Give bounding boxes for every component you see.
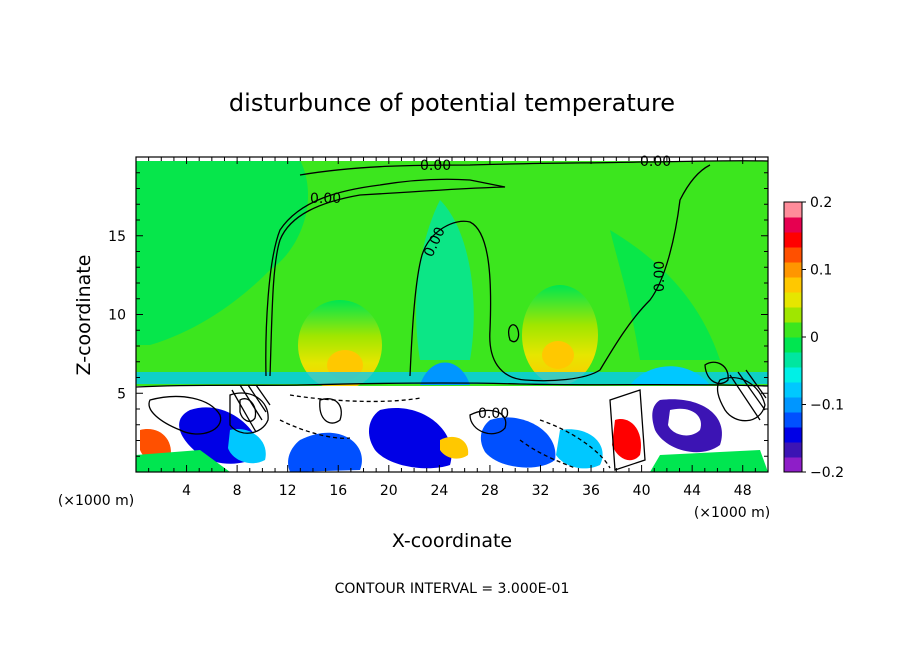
x-unit-label: (×1000 m) [58,493,134,509]
x-tick-label: 24 [430,483,448,499]
contour-blob-8 [609,389,646,471]
contour-dashed-2 [539,419,611,469]
y-axis: 5 10 15 [108,172,768,457]
blob-purple-right [668,408,701,436]
contour-label: 0.00 [420,158,451,174]
contour-blob-2 [229,392,269,434]
contour-layer [136,382,768,388]
contour-blob-1 [148,395,222,435]
colorbar-tick-label: 0.2 [810,195,832,211]
y-unit-label: (×1000 m) [694,505,770,521]
x-axis: 4 8 12 16 20 24 28 32 36 40 44 48 [148,157,756,499]
colorbar-segment [784,292,802,308]
x-axis-label: X-coordinate [392,530,512,552]
colorbar-tick-label: 0 [810,330,819,346]
x-tick-label: 20 [380,483,398,499]
y-tick-label: 15 [108,229,126,245]
x-tick-label: 44 [683,483,701,499]
transition-bump-right [630,366,710,385]
contour-small-1 [508,324,520,343]
contour-label: 0.00 [310,191,341,207]
colorbar-segment [784,427,802,443]
colorbar-tick-label: −0.2 [810,465,844,481]
contour-lines [136,160,768,471]
colorbar-segment [784,217,802,233]
contour-label: 0.00 [640,154,671,170]
warm-core-right [522,285,598,385]
x-tick-label: 28 [481,483,499,499]
contour-blob-4 [319,398,342,424]
colorbar-segment [784,232,802,248]
colorbar-segment [784,352,802,368]
colorbar-segment [784,322,802,338]
contour-zero-mid [409,164,711,382]
contour-blob-5 [469,409,507,435]
plot-area [136,157,768,472]
colorbar-segment [784,367,802,383]
blob-blue-2 [288,432,362,472]
colorbar: 0.2 0.1 0 −0.1 −0.2 [783,195,844,481]
y-axis-label: Z-coordinate [73,255,95,376]
x-tick-label: 36 [582,483,600,499]
blob-red-2 [440,436,469,459]
colorbar-segment [784,202,802,218]
x-tick-label: 8 [233,483,242,499]
colorbar-segment [784,382,802,398]
x-tick-label: 32 [532,483,550,499]
colorbar-segment [784,457,802,473]
colorbar-segment [784,397,802,413]
chart-title: disturbunce of potential temperature [229,89,675,117]
contour-label: 0.00 [478,406,509,422]
blob-green-low-2 [650,450,768,472]
y-tick-label: 5 [117,386,126,402]
colorbar-segment [784,337,802,353]
colorbar-tick-label: 0.1 [810,263,832,279]
x-tick-label: 4 [182,483,191,499]
field-upper-mid [416,200,474,360]
blob-blue-4 [480,417,556,468]
x-tick-label: 12 [279,483,297,499]
blob-cyan-2 [556,429,603,469]
contour-blob-7 [704,361,729,385]
x-tick-label: 16 [329,483,347,499]
warm-core-right-inner [542,341,574,369]
blob-red-3 [612,419,641,461]
contour-zero-left [265,178,506,377]
blob-green-low [136,450,230,472]
field-upper-right [610,230,720,360]
contour-dense-left [231,384,271,433]
contour-label-group: 0.00 0.00 0.00 0.00 0.00 0.00 [310,154,671,422]
colorbar-segment [784,307,802,323]
x-tick-label: 40 [633,483,651,499]
contour-blob-3 [239,398,257,422]
transition-bump-mid [420,362,470,385]
colorbar-tick-label: −0.1 [810,398,844,414]
contour-label: 0.00 [652,261,668,292]
colorbar-segment [784,262,802,278]
contour-dashed-3 [279,419,351,439]
colorbar-segment [784,412,802,428]
colorbar-segment [784,247,802,263]
colorbar-segment [784,442,802,458]
colorbar-segment [784,277,802,293]
contour-dashed-4 [519,439,576,469]
blob-blue-3 [368,408,452,469]
y-tick-label: 10 [108,308,126,324]
contour-top [299,160,768,176]
contour-blob-6 [716,376,766,422]
field-upper-left [136,160,309,345]
blob-cyan-1 [228,429,266,464]
x-tick-label: 48 [734,483,752,499]
contour-interval-text: CONTOUR INTERVAL = 3.000E-01 [335,581,570,597]
